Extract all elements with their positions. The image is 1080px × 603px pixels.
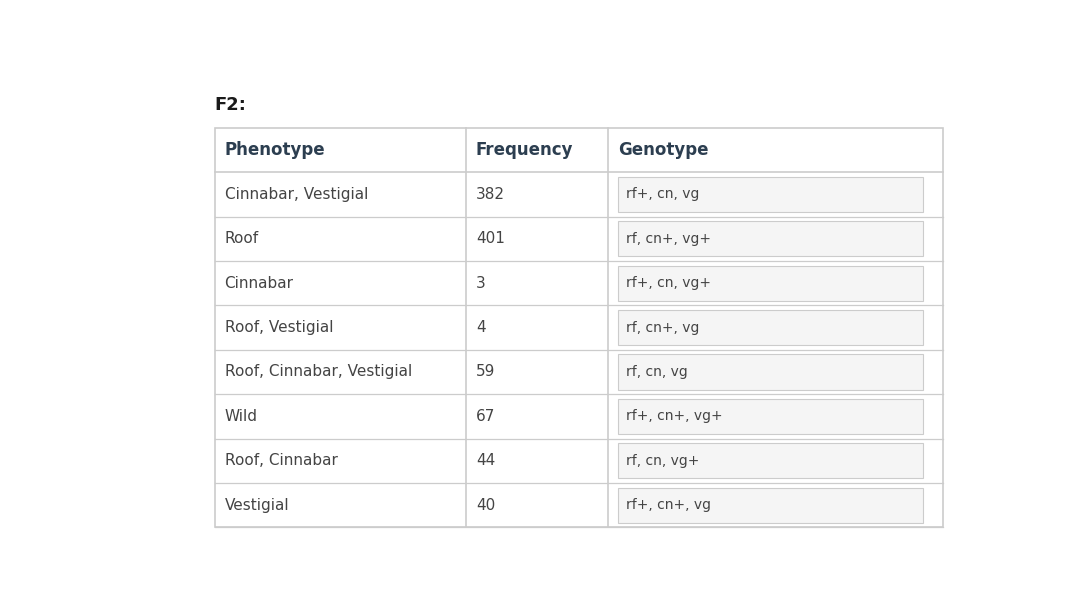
Text: Frequency: Frequency bbox=[476, 141, 573, 159]
Bar bbox=[618, 488, 922, 523]
Text: Roof, Cinnabar, Vestigial: Roof, Cinnabar, Vestigial bbox=[225, 364, 411, 379]
Text: Roof, Vestigial: Roof, Vestigial bbox=[225, 320, 333, 335]
Text: 382: 382 bbox=[476, 187, 504, 202]
Text: rf, cn+, vg+: rf, cn+, vg+ bbox=[626, 232, 711, 246]
Bar bbox=[618, 310, 922, 345]
Text: 44: 44 bbox=[476, 453, 495, 469]
Text: 67: 67 bbox=[476, 409, 495, 424]
Text: rf+, cn+, vg+: rf+, cn+, vg+ bbox=[626, 409, 723, 423]
Text: Wild: Wild bbox=[225, 409, 257, 424]
Bar bbox=[618, 443, 922, 478]
Text: Cinnabar: Cinnabar bbox=[225, 276, 294, 291]
Text: 3: 3 bbox=[476, 276, 486, 291]
Text: Roof: Roof bbox=[225, 232, 259, 246]
Text: Roof, Cinnabar: Roof, Cinnabar bbox=[225, 453, 337, 469]
Text: rf+, cn, vg+: rf+, cn, vg+ bbox=[626, 276, 711, 290]
Text: 4: 4 bbox=[476, 320, 485, 335]
Text: Vestigial: Vestigial bbox=[225, 497, 289, 513]
Text: F2:: F2: bbox=[215, 96, 246, 113]
Text: rf, cn, vg+: rf, cn, vg+ bbox=[626, 454, 700, 468]
Bar bbox=[618, 177, 922, 212]
Text: rf, cn+, vg: rf, cn+, vg bbox=[626, 321, 700, 335]
Text: 40: 40 bbox=[476, 497, 495, 513]
Bar bbox=[618, 399, 922, 434]
Text: Cinnabar, Vestigial: Cinnabar, Vestigial bbox=[225, 187, 368, 202]
Text: rf, cn, vg: rf, cn, vg bbox=[626, 365, 688, 379]
Bar bbox=[618, 355, 922, 390]
Text: 401: 401 bbox=[476, 232, 504, 246]
Text: 59: 59 bbox=[476, 364, 495, 379]
Text: Phenotype: Phenotype bbox=[225, 141, 325, 159]
Text: rf+, cn+, vg: rf+, cn+, vg bbox=[626, 498, 711, 512]
Text: rf+, cn, vg: rf+, cn, vg bbox=[626, 188, 700, 201]
Bar bbox=[618, 221, 922, 256]
Text: Genotype: Genotype bbox=[618, 141, 708, 159]
Bar bbox=[618, 266, 922, 301]
